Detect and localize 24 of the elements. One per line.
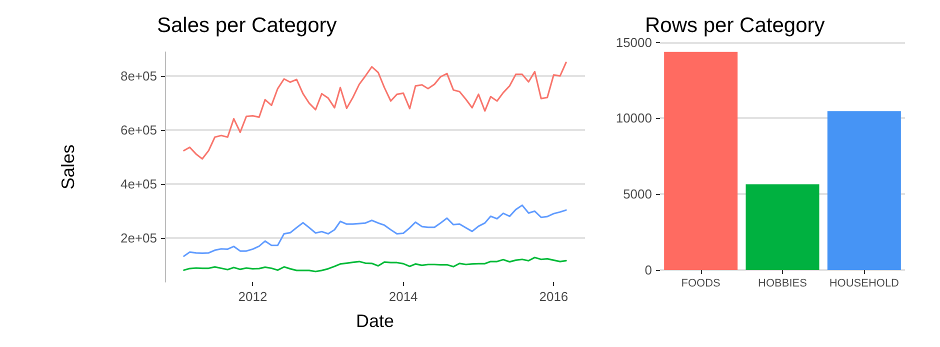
chart-title: Rows per Category <box>645 14 826 37</box>
y-tick-label: 2e+05 <box>120 230 157 246</box>
bar <box>746 184 820 270</box>
y-tick-label: 8e+05 <box>120 68 157 84</box>
y-tick-label: 10000 <box>616 110 652 126</box>
y-axis-title: Sales <box>58 144 78 190</box>
x-tick-label: HOBBIES <box>758 278 807 290</box>
line-series <box>183 256 567 272</box>
y-tick-label: 5000 <box>623 186 652 202</box>
bar <box>664 52 738 270</box>
chart-title: Sales per Category <box>157 14 338 37</box>
y-tick-label: 6e+05 <box>120 122 157 138</box>
x-tick-label: FOODS <box>681 278 720 290</box>
y-tick-label: 0 <box>644 262 652 278</box>
y-tick-label: 15000 <box>616 34 652 50</box>
x-tick-label: 2012 <box>238 289 268 304</box>
x-tick-label: HOUSEHOLD <box>829 278 900 290</box>
bar <box>827 111 901 270</box>
x-tick-label: 2014 <box>388 289 418 304</box>
x-axis-title: Date <box>356 311 394 331</box>
line-series <box>183 62 567 160</box>
x-tick-label: 2016 <box>539 289 568 304</box>
y-tick-label: 4e+05 <box>120 176 157 192</box>
line-series <box>183 204 567 257</box>
